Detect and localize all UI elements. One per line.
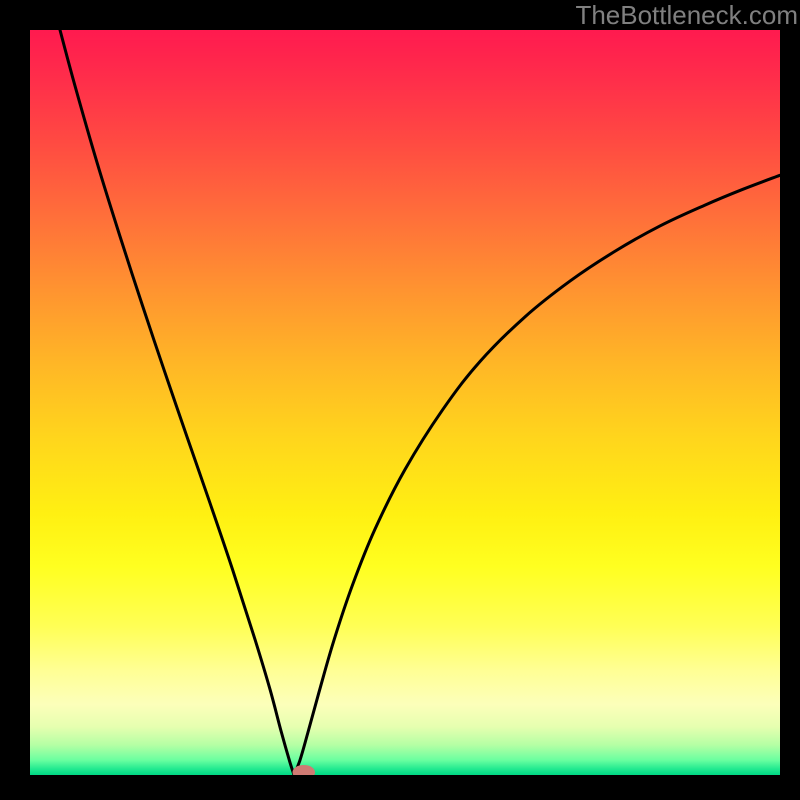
chart-frame: TheBottleneck.com — [0, 0, 800, 800]
plot-svg — [30, 30, 780, 775]
watermark-text: TheBottleneck.com — [575, 0, 798, 31]
plot-area — [30, 30, 780, 775]
gradient-background — [30, 30, 780, 775]
